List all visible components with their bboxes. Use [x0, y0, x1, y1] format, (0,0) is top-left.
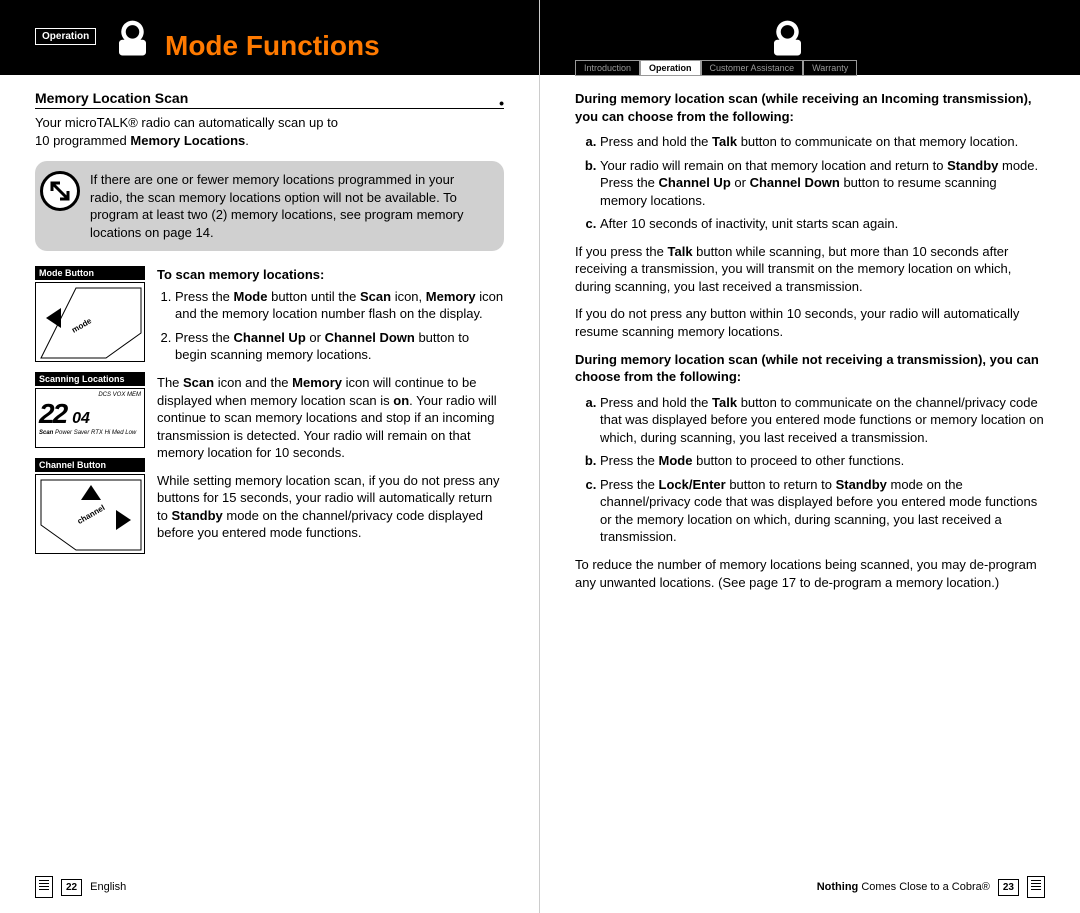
- operation-label: Operation: [35, 28, 96, 45]
- text-content: To scan memory locations: Press the Mode…: [157, 266, 504, 564]
- header-bar-right: Introduction Operation Customer Assistan…: [540, 0, 1080, 75]
- header-bar-left: Operation Mode Functions: [0, 0, 539, 75]
- list2-b: Press the Mode button to proceed to othe…: [600, 452, 1045, 470]
- head-2: During memory location scan (while not r…: [575, 351, 1045, 386]
- note-icon: [40, 171, 80, 211]
- note-text: If there are one or fewer memory locatio…: [90, 172, 464, 240]
- page-num-right: 23: [998, 879, 1019, 896]
- tabs: Introduction Operation Customer Assistan…: [575, 60, 1045, 76]
- list2-c: Press the Lock/Enter button to return to…: [600, 476, 1045, 546]
- logo-icon-right: [765, 15, 810, 60]
- lcd-diagram: DCS VOX MEM 22 04 Scan Power Saver RTX H…: [35, 388, 145, 448]
- lcd-sub: 04: [72, 410, 90, 428]
- para-c: To reduce the number of memory locations…: [575, 556, 1045, 591]
- intro-end: .: [245, 133, 249, 148]
- doc-icon-right: [1027, 876, 1045, 898]
- section-title: Memory Location Scan: [35, 90, 504, 109]
- mode-button-label: Mode Button: [35, 266, 145, 280]
- footer-left: 22 English: [35, 876, 126, 898]
- logo-icon: [110, 15, 155, 60]
- para-2: While setting memory location scan, if y…: [157, 472, 504, 542]
- intro-line1: Your microTALK® radio can automatically …: [35, 115, 338, 130]
- step-2: Press the Channel Up or Channel Down but…: [175, 329, 504, 364]
- intro-bold: Memory Locations: [130, 133, 245, 148]
- footer-tagline: Nothing Comes Close to a Cobra®: [817, 881, 990, 893]
- scan-subheading: To scan memory locations:: [157, 266, 504, 284]
- doc-icon: [35, 876, 53, 898]
- list1-a: Press and hold the Talk button to commun…: [600, 133, 1045, 151]
- tab-customer-assistance[interactable]: Customer Assistance: [701, 60, 804, 76]
- intro-text: Your microTALK® radio can automatically …: [35, 114, 504, 149]
- channel-button-label: Channel Button: [35, 458, 145, 472]
- list1-c: After 10 seconds of inactivity, unit sta…: [600, 215, 1045, 233]
- scanning-label: Scanning Locations: [35, 372, 145, 386]
- mode-button-diagram: mode: [35, 282, 145, 362]
- note-box: If there are one or fewer memory locatio…: [35, 161, 504, 251]
- list2-a: Press and hold the Talk button to commun…: [600, 394, 1045, 447]
- lcd-power: Power Saver RTX Hi Med Low: [55, 430, 136, 436]
- head-1: During memory location scan (while recei…: [575, 90, 1045, 125]
- list1-b: Your radio will remain on that memory lo…: [600, 157, 1045, 210]
- step-1: Press the Mode button until the Scan ico…: [175, 288, 504, 323]
- tab-operation[interactable]: Operation: [640, 60, 701, 76]
- footer-right: Nothing Comes Close to a Cobra® 23: [817, 876, 1045, 898]
- lcd-digits: 22: [39, 398, 66, 430]
- list-1: Press and hold the Talk button to commun…: [575, 133, 1045, 233]
- tab-warranty[interactable]: Warranty: [803, 60, 857, 76]
- page-num-left: 22: [61, 879, 82, 896]
- left-content: Memory Location Scan Your microTALK® rad…: [35, 90, 504, 564]
- steps-list: Press the Mode button until the Scan ico…: [157, 288, 504, 364]
- page-title: Mode Functions: [165, 30, 380, 62]
- list-2: Press and hold the Talk button to commun…: [575, 394, 1045, 546]
- sidebar-images: Mode Button mode Scanning Locations DCS …: [35, 266, 145, 564]
- channel-button-diagram: channel: [35, 474, 145, 554]
- right-page: Introduction Operation Customer Assistan…: [540, 0, 1080, 913]
- tab-introduction[interactable]: Introduction: [575, 60, 640, 76]
- para-b: If you do not press any button within 10…: [575, 305, 1045, 340]
- para-a: If you press the Talk button while scann…: [575, 243, 1045, 296]
- left-page: Operation Mode Functions Memory Location…: [0, 0, 540, 913]
- right-content: During memory location scan (while recei…: [575, 90, 1045, 601]
- para-1: The Scan icon and the Memory icon will c…: [157, 374, 504, 462]
- footer-lang: English: [90, 881, 126, 893]
- lcd-scan: Scan: [39, 430, 53, 436]
- intro-line2: 10 programmed: [35, 133, 130, 148]
